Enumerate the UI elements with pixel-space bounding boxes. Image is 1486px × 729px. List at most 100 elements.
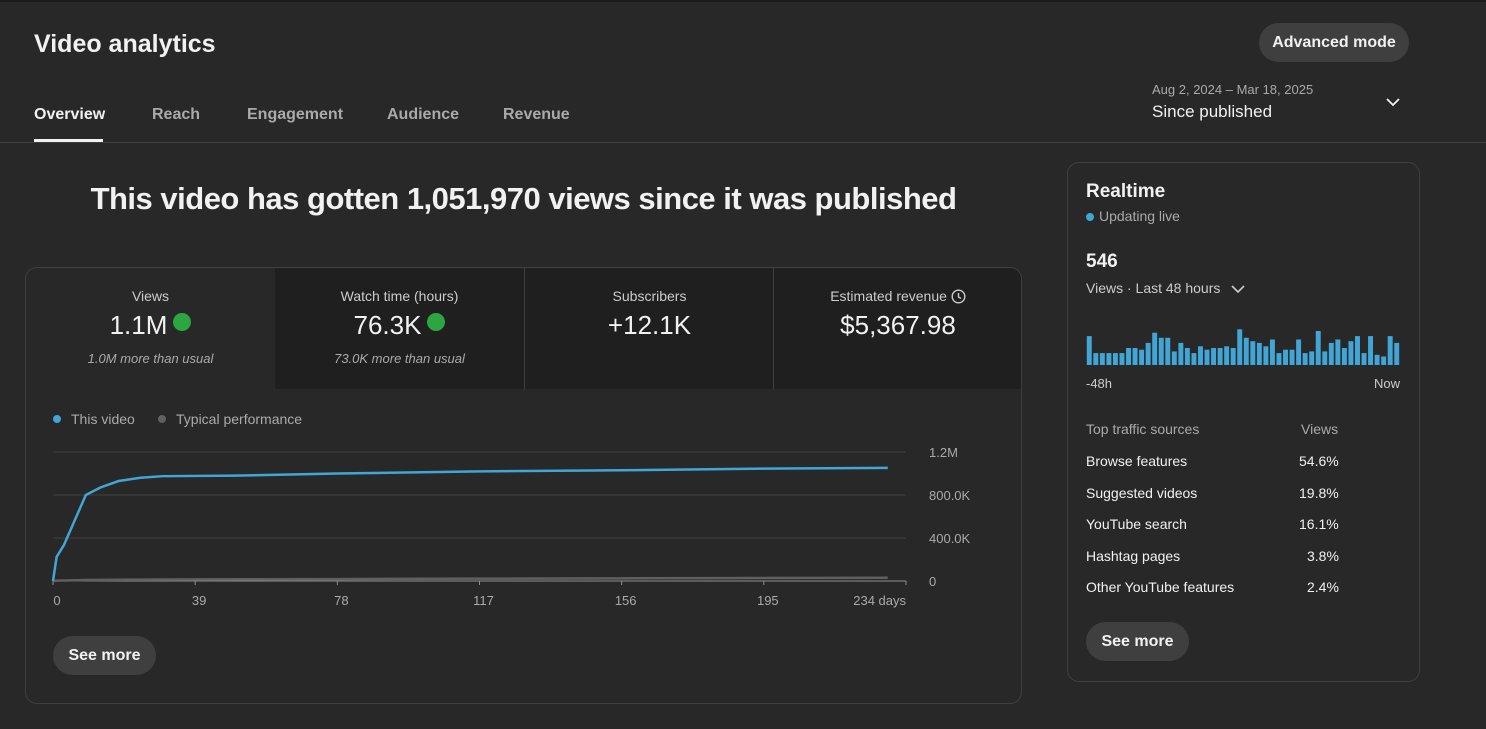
traffic-source: Suggested videos bbox=[1086, 485, 1198, 501]
bar bbox=[1309, 351, 1315, 365]
tab[interactable]: Engagement bbox=[247, 106, 344, 123]
metric-label: Subscribers bbox=[612, 288, 687, 304]
live-dot bbox=[1086, 213, 1094, 221]
traffic-share: 2.4% bbox=[1307, 579, 1339, 595]
bar bbox=[1276, 353, 1282, 365]
bar bbox=[1289, 349, 1295, 365]
traffic-source: Browse features bbox=[1086, 453, 1188, 469]
metric-note: 1.0M more than usual bbox=[87, 351, 214, 366]
see-more-button[interactable]: See more bbox=[53, 636, 156, 675]
bar bbox=[1250, 341, 1256, 365]
traffic-source: Other YouTube features bbox=[1086, 579, 1235, 595]
y-tick-label: 1.2M bbox=[929, 445, 958, 460]
bar bbox=[1263, 346, 1269, 365]
x-tick-label: -48h bbox=[1086, 376, 1112, 391]
date-range[interactable]: Aug 2, 2024 – Mar 18, 2025 bbox=[1152, 82, 1314, 97]
metric-card[interactable]: Watch time (hours) 76.3K 73.0K more than u… bbox=[275, 268, 524, 389]
metric-note: 73.0K more than usual bbox=[334, 351, 465, 366]
traffic-header: Top traffic sources bbox=[1086, 421, 1200, 437]
metric-label: Watch time (hours) bbox=[340, 288, 459, 304]
bar bbox=[1171, 351, 1177, 365]
bar bbox=[1348, 341, 1354, 365]
bar bbox=[1230, 348, 1236, 365]
traffic-source: YouTube search bbox=[1086, 516, 1187, 532]
x-tick-label: Now bbox=[1374, 376, 1401, 391]
legend-dot bbox=[158, 415, 166, 423]
traffic-share: 54.6% bbox=[1299, 453, 1339, 469]
bar bbox=[1106, 353, 1112, 365]
bar bbox=[1237, 329, 1243, 365]
x-tick-label: 234 days bbox=[853, 593, 906, 608]
page-title: Video analytics bbox=[34, 30, 216, 58]
overview-panel: Views 1.1M 1.0M more than usual Watch time… bbox=[25, 267, 1022, 704]
tab[interactable]: Overview bbox=[34, 106, 106, 123]
y-tick-label: 800.0K bbox=[929, 488, 971, 503]
realtime-status: Updating live bbox=[1099, 208, 1180, 224]
realtime-panel bbox=[1067, 162, 1420, 682]
bar bbox=[1355, 336, 1360, 365]
bar bbox=[1178, 342, 1184, 365]
bar bbox=[1322, 351, 1328, 365]
legend-label: Typical performance bbox=[176, 411, 302, 427]
metric-card[interactable]: Estimated revenue $5,367.98 bbox=[773, 268, 1021, 389]
bar bbox=[1132, 348, 1138, 365]
traffic-share: 3.8% bbox=[1307, 548, 1339, 564]
realtime-period[interactable]: Views · Last 48 hours bbox=[1086, 280, 1221, 296]
views-chart: This video Typical performance 0 400.0K 800.… bbox=[51, 411, 971, 608]
tab[interactable]: Reach bbox=[152, 106, 201, 123]
metric-value: 76.3K bbox=[353, 310, 422, 340]
headline: This video has gotten 1,051,970 views si… bbox=[90, 181, 957, 216]
bar bbox=[1387, 336, 1393, 365]
chevron[interactable] bbox=[1385, 96, 1401, 108]
bar bbox=[1283, 349, 1288, 365]
bar bbox=[1126, 348, 1131, 365]
clock-icon bbox=[951, 289, 966, 304]
bar bbox=[1152, 332, 1158, 365]
x-tick-label: 39 bbox=[192, 593, 206, 608]
series-line bbox=[52, 576, 888, 583]
realtime-chart: -48h Now bbox=[1086, 329, 1401, 391]
traffic-source: Hashtag pages bbox=[1086, 548, 1181, 564]
period[interactable]: Since published bbox=[1152, 102, 1273, 121]
up-icon bbox=[427, 313, 446, 331]
metric-card[interactable]: Views 1.1M 1.0M more than usual bbox=[26, 268, 276, 389]
bar bbox=[1328, 342, 1334, 365]
bar bbox=[1198, 346, 1203, 365]
bar bbox=[1086, 336, 1092, 365]
bar bbox=[1341, 348, 1347, 365]
y-tick-label: 0 bbox=[929, 574, 936, 589]
traffic-header: Views bbox=[1301, 421, 1339, 437]
bar bbox=[1269, 339, 1275, 365]
legend-dot bbox=[53, 415, 61, 423]
bar bbox=[1184, 348, 1190, 365]
bar bbox=[1361, 353, 1367, 365]
bar bbox=[1315, 331, 1321, 365]
x-tick-label: 156 bbox=[615, 593, 637, 608]
see-more-button[interactable]: See more bbox=[1086, 622, 1189, 661]
bar bbox=[1139, 349, 1145, 365]
bar bbox=[1119, 353, 1125, 365]
tab[interactable]: Revenue bbox=[503, 106, 570, 123]
x-tick-label: 0 bbox=[53, 593, 60, 608]
metric-card[interactable]: Subscribers +12.1K bbox=[524, 268, 774, 389]
bar bbox=[1224, 346, 1230, 365]
bar bbox=[1256, 342, 1262, 365]
bar bbox=[1335, 339, 1341, 365]
tab[interactable]: Audience bbox=[387, 106, 460, 123]
chevron[interactable] bbox=[1230, 283, 1246, 295]
bar bbox=[1204, 349, 1210, 365]
metric-value: $5,367.98 bbox=[840, 310, 956, 340]
x-tick-label: 195 bbox=[757, 593, 779, 608]
bar bbox=[1368, 336, 1374, 365]
metric-label: Estimated revenue bbox=[830, 288, 947, 304]
up-icon bbox=[173, 313, 192, 331]
metric-label: Views bbox=[131, 288, 170, 304]
bar bbox=[1394, 342, 1400, 365]
x-tick-label: 117 bbox=[473, 593, 494, 608]
advanced-mode-button[interactable]: Advanced mode bbox=[1259, 23, 1409, 62]
series-line bbox=[51, 466, 888, 582]
top-edge bbox=[0, 0, 1486, 2]
realtime-count: 546 bbox=[1086, 251, 1118, 272]
bar bbox=[1374, 354, 1380, 365]
